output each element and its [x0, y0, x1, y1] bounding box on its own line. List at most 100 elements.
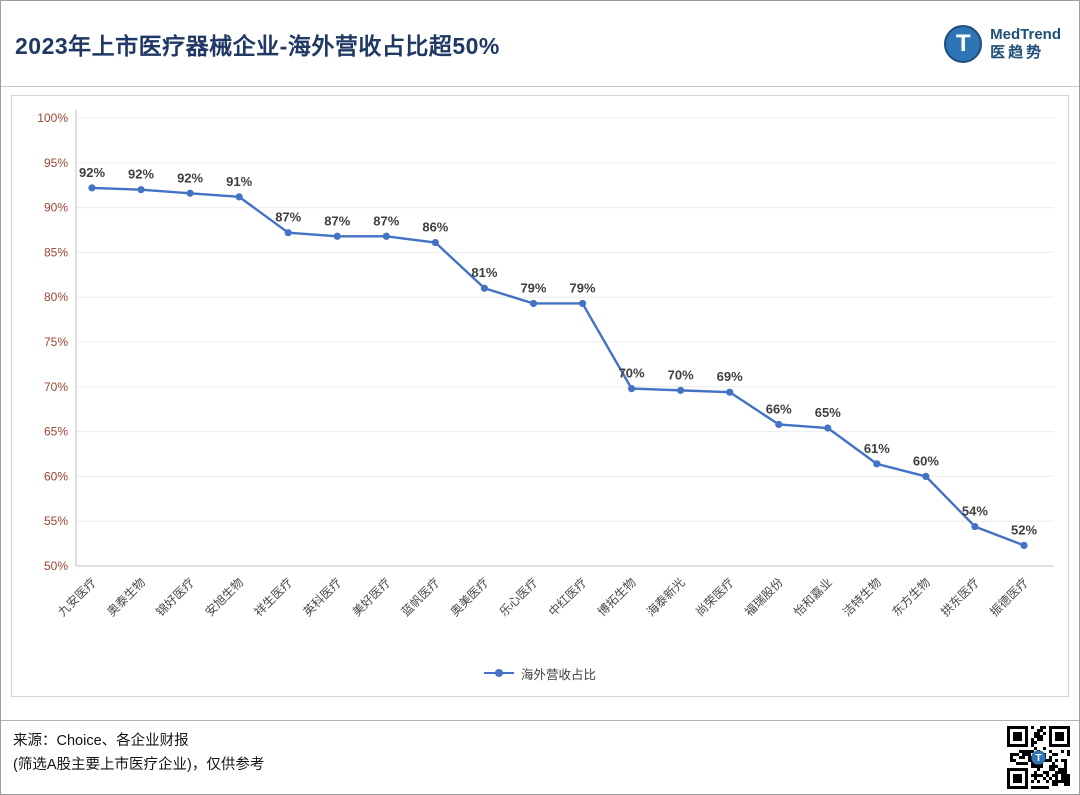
x-axis-tick-label: 尚荣医疗 — [693, 575, 737, 619]
qr-module — [1043, 777, 1046, 780]
qr-module — [1040, 786, 1043, 789]
qr-module — [1046, 786, 1049, 789]
y-axis-tick-label: 60% — [44, 469, 68, 483]
qr-module — [1064, 762, 1067, 765]
qr-module — [1022, 753, 1025, 756]
qr-module — [1040, 735, 1043, 738]
qr-module — [1055, 774, 1058, 777]
chart-legend: 海外营收占比 — [12, 656, 1068, 690]
qr-module — [1031, 738, 1034, 741]
qr-module — [1067, 780, 1070, 783]
data-point-marker — [284, 229, 292, 237]
qr-module — [1022, 762, 1025, 765]
qr-module — [1067, 753, 1070, 756]
qr-module — [1031, 726, 1034, 729]
chart-area: 100% 95% 90% 85% 80% 75% 70% 65% 60% 55% 50% 92% 九安医… — [11, 95, 1069, 697]
qr-module — [1046, 759, 1049, 762]
y-axis-tick-label: 85% — [44, 245, 68, 259]
qr-module — [1055, 783, 1058, 786]
qr-module — [1031, 774, 1034, 777]
qr-module — [1034, 786, 1037, 789]
source-line-2: (筛选A股主要上市医疗企业)，仅供参考 — [13, 756, 265, 773]
y-axis-tick-label: 65% — [44, 425, 68, 439]
x-axis-tick-label: 乐心医疗 — [497, 575, 541, 619]
x-axis-tick-label: 博拓生物 — [594, 575, 639, 620]
qr-module — [1064, 759, 1067, 762]
qr-module — [1049, 777, 1052, 780]
qr-module — [1034, 765, 1037, 768]
data-label: 87% — [324, 213, 350, 228]
qr-module — [1043, 771, 1046, 774]
qr-module — [1043, 786, 1046, 789]
qr-module — [1031, 744, 1034, 747]
data-point-marker — [235, 193, 243, 201]
data-label: 60% — [913, 453, 939, 468]
source-line-1: 来源：Choice、各企业财报 — [13, 733, 189, 749]
qr-module — [1064, 774, 1067, 777]
qr-module — [1028, 750, 1031, 753]
data-label: 61% — [864, 441, 890, 456]
qr-module — [1049, 768, 1052, 771]
data-point-marker — [88, 184, 96, 192]
qr-module — [1064, 783, 1067, 786]
data-label: 54% — [962, 504, 988, 519]
qr-module — [1061, 759, 1064, 762]
qr-module — [1055, 771, 1058, 774]
qr-module — [1037, 780, 1040, 783]
data-label: 92% — [79, 165, 105, 180]
data-label: 87% — [373, 213, 399, 228]
qr-module — [1055, 759, 1058, 762]
qr-module — [1055, 780, 1058, 783]
qr-module — [1040, 726, 1043, 729]
qr-module — [1025, 753, 1028, 756]
qr-module — [1040, 774, 1043, 777]
qr-module — [1031, 786, 1034, 789]
qr-module — [1037, 774, 1040, 777]
chart-svg: 100% 95% 90% 85% 80% 75% 70% 65% 60% 55% 50% 92% 九安医… — [37, 110, 1054, 620]
x-axis-tick-label: 奥泰生物 — [104, 575, 148, 619]
data-label: 52% — [1011, 522, 1037, 537]
qr-module — [1052, 780, 1055, 783]
data-point-marker — [1020, 541, 1028, 549]
data-label: 66% — [766, 401, 792, 416]
qr-module — [1025, 750, 1028, 753]
legend-label: 海外营收占比 — [520, 667, 596, 682]
data-point-marker — [922, 472, 930, 480]
qr-module — [1061, 768, 1064, 771]
qr-module — [1055, 765, 1058, 768]
data-label: 69% — [717, 369, 743, 384]
qr-module — [1019, 756, 1022, 759]
data-point-marker — [971, 522, 979, 531]
data-point-marker — [529, 299, 538, 308]
x-axis-tick-label: 中红医疗 — [545, 575, 590, 620]
data-label: 70% — [619, 366, 645, 381]
qr-module — [1019, 750, 1022, 753]
qr-module — [1013, 774, 1022, 783]
qr-module — [1034, 747, 1037, 750]
qr-module — [1046, 780, 1049, 783]
qr-module — [1064, 768, 1067, 771]
data-point-marker — [186, 189, 194, 197]
legend-line-marker-icon — [483, 672, 514, 674]
qr-module — [1043, 747, 1046, 750]
qr-module — [1031, 762, 1034, 765]
data-label: 92% — [177, 170, 203, 185]
qr-module — [1010, 759, 1013, 762]
qr-module — [1046, 771, 1049, 774]
data-point-marker — [775, 420, 783, 429]
qr-module — [1046, 774, 1049, 777]
qr-module — [1052, 753, 1055, 756]
medtrend-logo-text: MedTrend 医趋势 — [990, 26, 1061, 61]
y-axis-tick-label: 70% — [44, 380, 68, 394]
qr-module — [1040, 729, 1043, 732]
qr-module — [1037, 732, 1040, 735]
series-line — [90, 186, 1026, 547]
qr-module — [1037, 768, 1040, 771]
y-axis-tick-label: 100% — [37, 111, 68, 125]
data-point-marker — [431, 238, 439, 247]
x-axis-tick-label: 东方生物 — [888, 575, 933, 620]
qr-module — [1055, 732, 1064, 741]
qr-module — [1043, 732, 1046, 735]
x-axis-tick-label: 锦好医疗 — [153, 575, 197, 619]
qr-module — [1031, 750, 1034, 753]
